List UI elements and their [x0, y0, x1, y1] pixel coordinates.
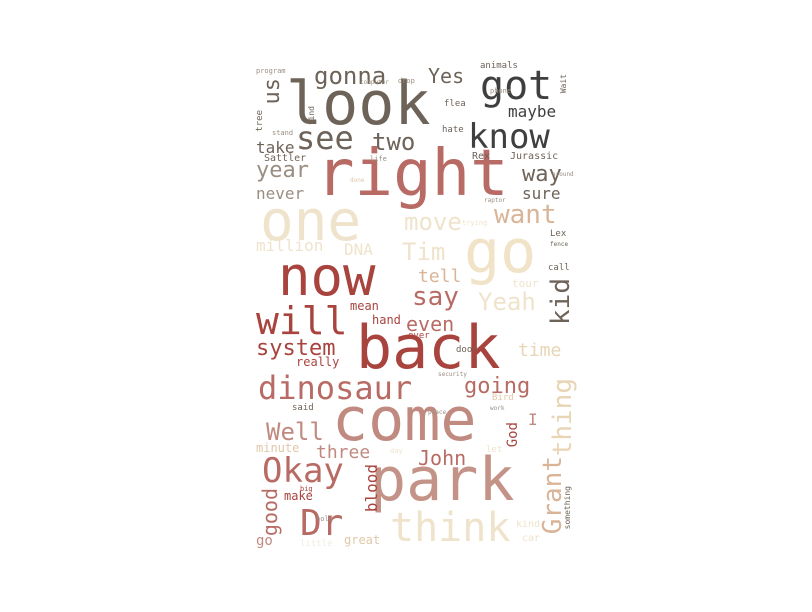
- word-move: move: [404, 208, 462, 236]
- word-good: good: [258, 488, 282, 537]
- word-going: going: [464, 374, 531, 399]
- word-little: little: [300, 539, 333, 549]
- word-well: Well: [266, 418, 324, 446]
- word-animals: animals: [480, 61, 518, 71]
- word-work: work: [490, 405, 505, 412]
- word-okay: Okay: [262, 451, 344, 491]
- word-computer: computer: [360, 79, 389, 86]
- word-way: way: [522, 162, 562, 187]
- word-say: say: [412, 282, 459, 312]
- word-tree: tree: [255, 110, 265, 132]
- word-back: back: [356, 313, 501, 383]
- word-life: life: [370, 155, 387, 163]
- word-tour: tour: [512, 277, 539, 290]
- word-john: John: [418, 446, 467, 470]
- word-right: right: [316, 137, 509, 211]
- word-will: will: [256, 299, 348, 343]
- word-million: million: [256, 236, 324, 255]
- word-blood: blood: [362, 464, 381, 513]
- word-make: make: [284, 489, 313, 503]
- word-i: I: [528, 410, 538, 429]
- word-dna: DNA: [344, 240, 373, 259]
- word-take: take: [256, 138, 295, 157]
- word-time: time: [518, 340, 562, 361]
- word-fence: fence: [550, 241, 569, 248]
- word-yeah: Yeah: [478, 288, 536, 316]
- word-year: year: [256, 158, 309, 183]
- word-big: big: [300, 485, 313, 493]
- word-yes: Yes: [428, 64, 465, 88]
- word-us: us: [260, 78, 285, 105]
- word-think: think: [390, 505, 511, 551]
- word-rex: Rex: [472, 151, 491, 162]
- word-even: even: [406, 312, 455, 336]
- word-stand: stand: [272, 129, 294, 137]
- word-phone: phone: [490, 87, 512, 95]
- word-find: find: [307, 106, 316, 126]
- word-look: look: [286, 69, 431, 139]
- word-minute: minute: [256, 441, 300, 455]
- word-maybe: maybe: [508, 102, 557, 121]
- word-program: program: [256, 67, 286, 75]
- word-flea: flea: [444, 99, 466, 109]
- word-god: God: [505, 422, 521, 448]
- word-really: really: [296, 355, 340, 369]
- word-sattler: Sattler: [264, 153, 307, 164]
- word-lex: Lex: [550, 229, 567, 239]
- word-hold: hold: [316, 515, 333, 523]
- word-go-small: go: [256, 533, 273, 549]
- word-said: said: [292, 403, 314, 413]
- word-dinosaur: dinosaur: [258, 369, 413, 407]
- word-drop: drop: [398, 77, 415, 85]
- word-tim: Tim: [402, 238, 446, 266]
- word-hand: hand: [372, 313, 401, 327]
- word-bird: Bird: [492, 393, 514, 403]
- word-security: security: [438, 371, 467, 378]
- word-park: park: [370, 445, 515, 515]
- word-sure: sure: [522, 184, 561, 203]
- word-great: great: [344, 533, 381, 547]
- word-now: now: [278, 245, 376, 308]
- word-raptor: raptor: [484, 197, 506, 204]
- word-system: system: [256, 336, 336, 361]
- word-place: place: [428, 409, 447, 416]
- word-two: two: [372, 128, 416, 156]
- word-go: go: [464, 217, 537, 287]
- word-tell: tell: [418, 266, 462, 287]
- word-wait: Wait: [559, 74, 568, 94]
- word-know: know: [468, 117, 550, 157]
- word-kid: kid: [546, 278, 576, 325]
- word-trying: trying: [462, 219, 488, 227]
- word-three: three: [316, 442, 371, 463]
- word-mean: mean: [350, 299, 379, 313]
- word-see: see: [296, 119, 354, 157]
- word-thing: thing: [548, 378, 578, 457]
- word-want: want: [494, 200, 557, 230]
- word-kind: kind: [516, 519, 541, 530]
- word-something: something: [563, 486, 572, 530]
- word-cloud: look right one go now back come park thi…: [252, 60, 578, 556]
- word-ever: ever: [408, 331, 430, 341]
- word-hate: hate: [442, 125, 464, 135]
- word-come: come: [332, 385, 477, 455]
- word-car: car: [522, 533, 541, 544]
- word-day: day: [390, 447, 403, 455]
- word-gonna: gonna: [314, 62, 387, 90]
- word-done: done: [350, 177, 365, 184]
- word-dr: Dr: [300, 503, 344, 544]
- word-jurassic: Jurassic: [510, 151, 559, 162]
- word-around: around: [552, 171, 574, 178]
- word-door: door: [456, 345, 478, 355]
- word-call: call: [548, 263, 570, 273]
- word-never: never: [256, 184, 305, 203]
- word-let: let: [486, 445, 503, 455]
- word-got: got: [480, 63, 553, 109]
- word-one: one: [260, 189, 362, 254]
